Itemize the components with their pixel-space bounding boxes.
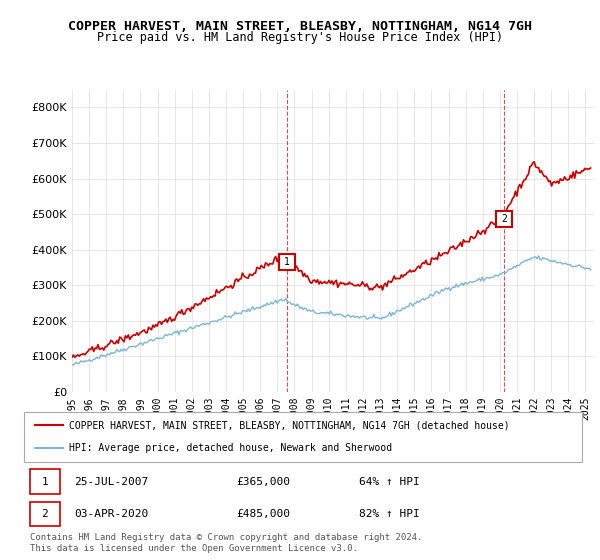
Text: 1: 1 — [41, 477, 48, 487]
Text: £485,000: £485,000 — [236, 508, 290, 519]
Text: 1: 1 — [284, 257, 290, 267]
FancyBboxPatch shape — [24, 412, 582, 462]
Text: COPPER HARVEST, MAIN STREET, BLEASBY, NOTTINGHAM, NG14 7GH (detached house): COPPER HARVEST, MAIN STREET, BLEASBY, NO… — [68, 420, 509, 430]
Text: 2: 2 — [501, 214, 507, 225]
FancyBboxPatch shape — [29, 502, 60, 526]
Text: Price paid vs. HM Land Registry's House Price Index (HPI): Price paid vs. HM Land Registry's House … — [97, 31, 503, 44]
FancyBboxPatch shape — [29, 469, 60, 494]
Text: COPPER HARVEST, MAIN STREET, BLEASBY, NOTTINGHAM, NG14 7GH: COPPER HARVEST, MAIN STREET, BLEASBY, NO… — [68, 20, 532, 32]
Text: 03-APR-2020: 03-APR-2020 — [74, 508, 148, 519]
Text: 64% ↑ HPI: 64% ↑ HPI — [359, 477, 419, 487]
Text: 82% ↑ HPI: 82% ↑ HPI — [359, 508, 419, 519]
Text: HPI: Average price, detached house, Newark and Sherwood: HPI: Average price, detached house, Newa… — [68, 444, 392, 454]
Text: 2: 2 — [41, 508, 48, 519]
Text: Contains HM Land Registry data © Crown copyright and database right 2024.
This d: Contains HM Land Registry data © Crown c… — [30, 533, 422, 553]
Text: 25-JUL-2007: 25-JUL-2007 — [74, 477, 148, 487]
Text: £365,000: £365,000 — [236, 477, 290, 487]
